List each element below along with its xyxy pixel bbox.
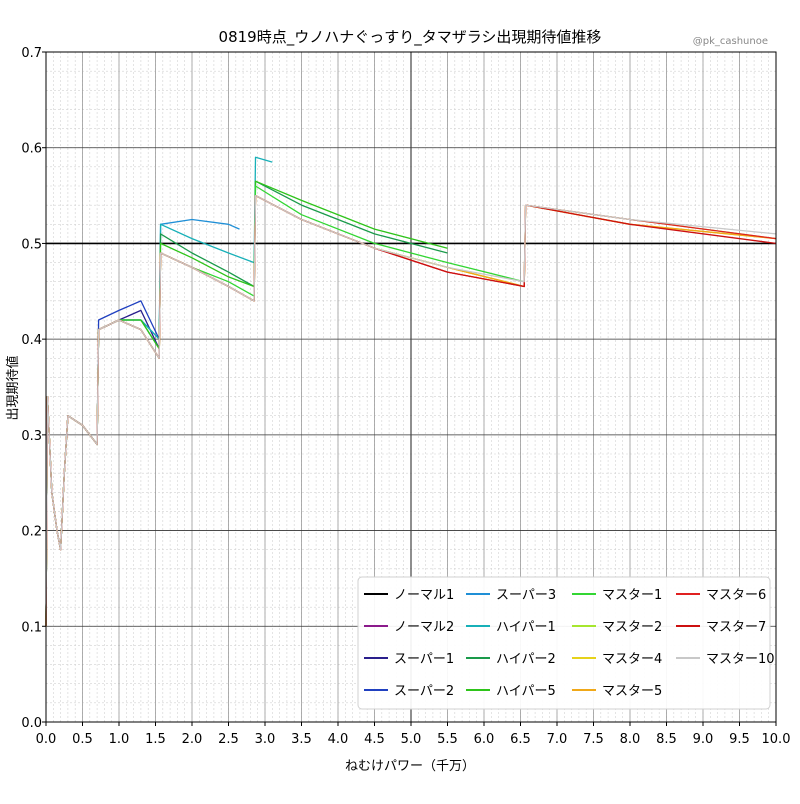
legend-label: ハイパー1 <box>496 620 556 635</box>
x-tick-label: 6.5 <box>510 732 531 747</box>
legend-item: スーパー2 <box>364 684 454 699</box>
y-tick-label: 0.1 <box>21 620 42 635</box>
x-tick-label: 6.0 <box>474 732 495 747</box>
x-tick-label: 3.0 <box>255 732 276 747</box>
x-tick-label: 10.0 <box>762 732 791 747</box>
series-line-6 <box>45 156 273 627</box>
x-tick-label: 9.5 <box>729 732 750 747</box>
series-line-8 <box>45 180 448 627</box>
legend-item: ノーマル1 <box>364 588 454 603</box>
x-tick-label: 0.5 <box>72 732 93 747</box>
legend-label: スーパー2 <box>394 684 454 699</box>
legend-item: ハイパー2 <box>466 652 556 667</box>
chart-title: 0819時点_ウノハナぐっすり_タマザラシ出現期待値推移 <box>219 28 602 47</box>
x-tick-label: 8.0 <box>620 732 641 747</box>
legend-item: マスター4 <box>572 652 662 667</box>
legend-label: マスター7 <box>706 620 766 635</box>
y-tick-label: 0.2 <box>21 525 42 540</box>
legend-label: ノーマル2 <box>394 620 454 635</box>
x-tick-label: 7.5 <box>583 732 604 747</box>
x-tick-label: 5.0 <box>401 732 422 747</box>
series-line-4 <box>45 300 160 627</box>
legend-label: マスター1 <box>602 588 662 603</box>
legend-label: マスター10 <box>706 652 775 667</box>
series-line-7 <box>45 180 448 627</box>
legend-label: マスター6 <box>706 588 766 603</box>
legend-item: ハイパー5 <box>466 684 556 699</box>
x-tick-label: 9.0 <box>693 732 714 747</box>
legend-item: ハイパー1 <box>466 620 556 635</box>
x-tick-label: 5.5 <box>437 732 458 747</box>
x-tick-label: 1.5 <box>145 732 166 747</box>
x-tick-label: 1.0 <box>109 732 130 747</box>
legend-label: ノーマル1 <box>394 588 454 603</box>
tick-labels: 0.0 0.5 1.0 1.5 2.0 2.5 3.0 3.5 4.0 4.5 5.0 5.5 6.0 6… <box>21 46 790 747</box>
legend-item: スーパー3 <box>466 588 556 603</box>
legend-item: マスター5 <box>572 684 662 699</box>
x-tick-label: 4.5 <box>364 732 385 747</box>
x-tick-label: 2.0 <box>182 732 203 747</box>
legend-box <box>357 576 771 710</box>
x-tick-label: 8.5 <box>656 732 677 747</box>
legend-label: ハイパー5 <box>496 684 556 699</box>
legend-label: マスター4 <box>602 652 662 667</box>
legend-label: マスター5 <box>602 684 662 699</box>
legend-item: ノーマル2 <box>364 620 454 635</box>
legend-item: マスター10 <box>676 652 775 667</box>
series-lines <box>45 156 777 627</box>
legend-label: マスター2 <box>602 620 662 635</box>
y-tick-label: 0.0 <box>21 716 42 731</box>
x-tick-label: 7.0 <box>547 732 568 747</box>
y-tick-label: 0.7 <box>21 46 42 61</box>
legend-label: ハイパー2 <box>496 652 556 667</box>
legend-item: マスター6 <box>676 588 766 603</box>
y-tick-label: 0.6 <box>21 142 42 157</box>
legend-item: スーパー1 <box>364 652 454 667</box>
x-tick-label: 3.5 <box>291 732 312 747</box>
legend: ノーマル1 ノーマル2 スーパー1 スーパー2 スーパー3 ハイパー1 ハイパー2 ハイパー5… <box>357 576 775 710</box>
x-tick-label: 2.5 <box>218 732 239 747</box>
series-line-9 <box>45 185 525 627</box>
y-tick-label: 0.4 <box>21 333 42 348</box>
y-axis-label: 出現期待値 <box>5 355 21 420</box>
x-tick-label: 0.0 <box>36 732 57 747</box>
legend-label: スーパー3 <box>496 588 556 603</box>
y-tick-label: 0.3 <box>21 429 42 444</box>
series-line-15 <box>45 194 777 627</box>
y-tick-label: 0.5 <box>21 237 42 252</box>
series-line-3 <box>45 309 160 627</box>
legend-item: マスター2 <box>572 620 662 635</box>
legend-item: マスター7 <box>676 620 766 635</box>
x-axis-label: ねむけパワー（千万） <box>345 759 475 774</box>
chart-credit: @pk_cashunoe <box>693 36 768 47</box>
legend-label: スーパー1 <box>394 652 454 667</box>
x-tick-label: 4.0 <box>328 732 349 747</box>
legend-item: マスター1 <box>572 588 662 603</box>
